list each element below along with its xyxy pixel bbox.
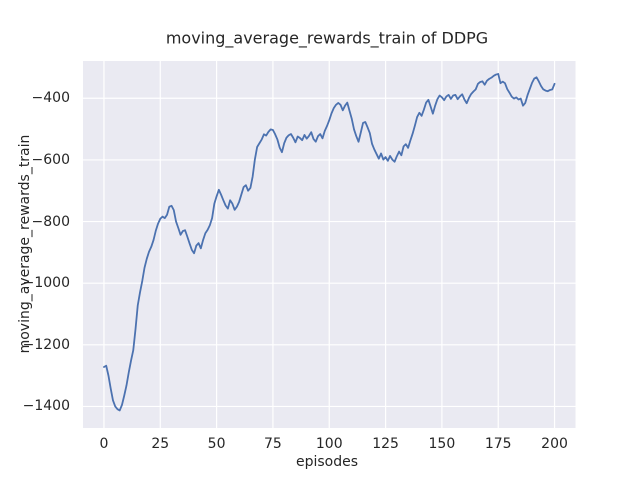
series-lines xyxy=(103,73,556,412)
series-path xyxy=(103,73,556,412)
grid-lines xyxy=(83,61,576,428)
